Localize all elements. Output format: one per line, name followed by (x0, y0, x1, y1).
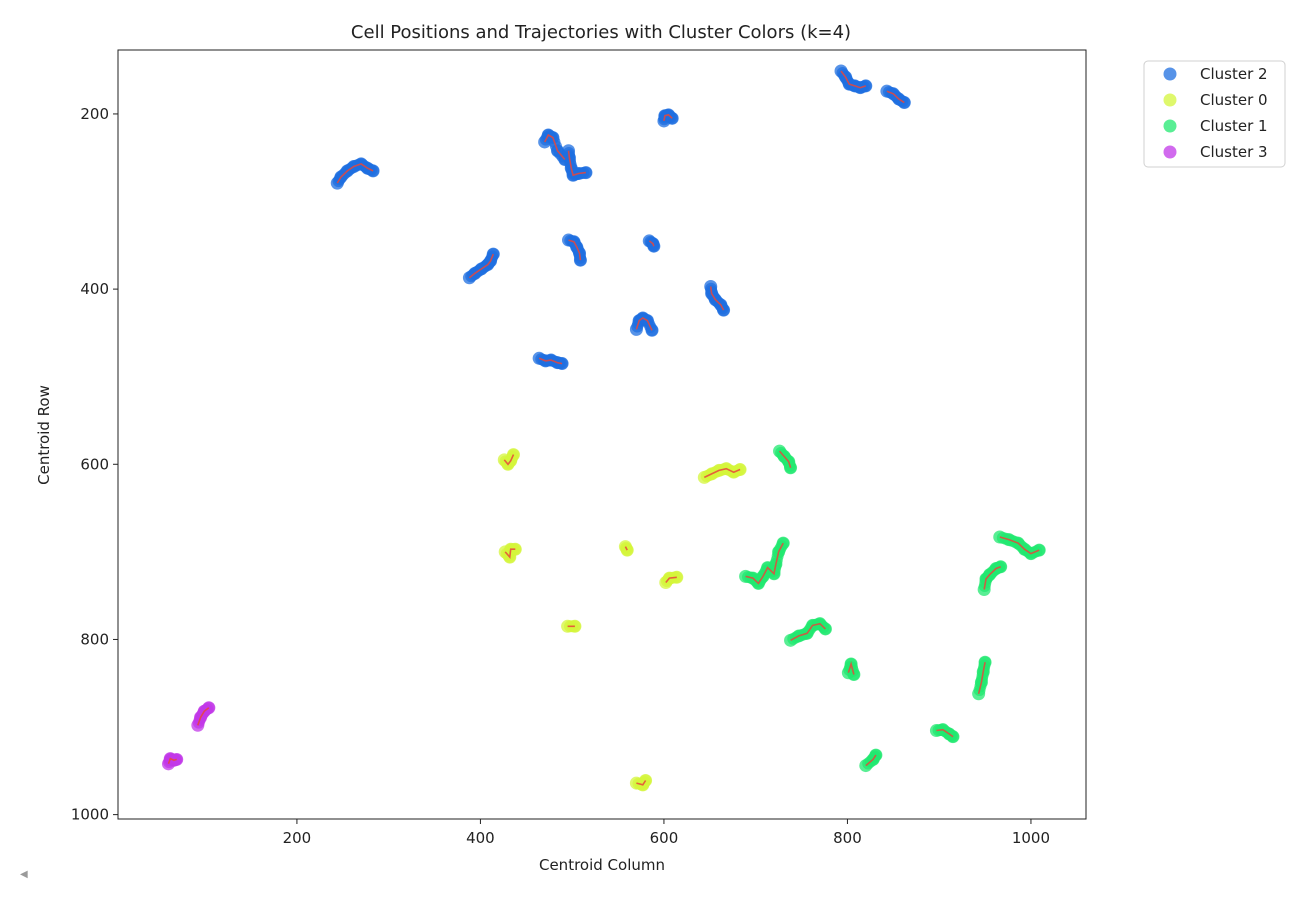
plot-area (161, 64, 1046, 792)
legend-label: Cluster 0 (1200, 91, 1268, 109)
trajectory-line (568, 239, 582, 261)
plot-frame (117, 49, 1087, 820)
legend-marker (1163, 93, 1177, 107)
trajectory-line (790, 622, 826, 642)
trajectory-line (840, 70, 867, 89)
trajectory-line (503, 454, 515, 466)
y-axis-label: Centroid Row (35, 385, 53, 485)
y-axis: 200 400 600 800 1000 (71, 105, 118, 824)
trajectory-line (663, 113, 673, 122)
trajectory-line (197, 707, 210, 726)
trajectory-line (538, 357, 563, 365)
trajectory-line (567, 150, 586, 177)
trajectory-line (983, 566, 1001, 590)
trajectory-line (504, 548, 516, 559)
y-tick-label: 400 (80, 280, 109, 298)
trajectory-line (665, 576, 677, 584)
x-axis-label: Centroid Column (539, 856, 665, 874)
legend-marker (1163, 67, 1177, 81)
x-tick-label: 400 (466, 829, 495, 847)
y-tick-label: 1000 (71, 806, 109, 824)
trajectory-line (847, 661, 855, 675)
legend-marker (1163, 145, 1177, 159)
trajectory-line (865, 754, 877, 767)
trajectory-line (886, 90, 905, 104)
legend-marker (1163, 119, 1177, 133)
x-axis: 200 400 600 800 1000 (283, 819, 1050, 847)
series-cluster-1 (739, 444, 1046, 773)
trajectory-line (648, 240, 655, 247)
x-tick-label: 1000 (1012, 829, 1050, 847)
trajectory-line (745, 542, 784, 585)
trajectory-line (624, 546, 628, 551)
x-tick-label: 600 (650, 829, 679, 847)
legend-box (1143, 60, 1286, 168)
legend-label: Cluster 1 (1200, 117, 1268, 135)
trajectory-line (468, 253, 495, 279)
legend-label: Cluster 3 (1200, 143, 1268, 161)
legend: Cluster 2 Cluster 0 Cluster 1 Cluster 3 (1143, 60, 1286, 168)
trajectory-line (543, 133, 566, 161)
y-tick-label: 600 (80, 455, 109, 473)
series-cluster-2 (330, 64, 911, 371)
legend-label: Cluster 2 (1200, 65, 1268, 83)
series-cluster-0 (497, 448, 747, 792)
trajectory-line (636, 780, 647, 786)
trajectory-line (999, 536, 1040, 555)
y-tick-label: 800 (80, 630, 109, 648)
trajectory-line (336, 163, 374, 184)
trajectory-line (709, 286, 725, 311)
chart-title: Cell Positions and Trajectories with Clu… (351, 22, 851, 43)
trajectory-line (635, 317, 653, 331)
trajectory-line (703, 467, 741, 479)
trajectory-line (167, 757, 177, 765)
trajectory-line (936, 728, 954, 738)
trajectory-line (778, 450, 792, 469)
x-tick-label: 800 (833, 829, 862, 847)
x-tick-label: 200 (283, 829, 312, 847)
scroll-left-arrow-icon[interactable]: ◀ (20, 869, 28, 880)
trajectory-line (977, 662, 986, 694)
y-tick-label: 200 (80, 105, 109, 123)
